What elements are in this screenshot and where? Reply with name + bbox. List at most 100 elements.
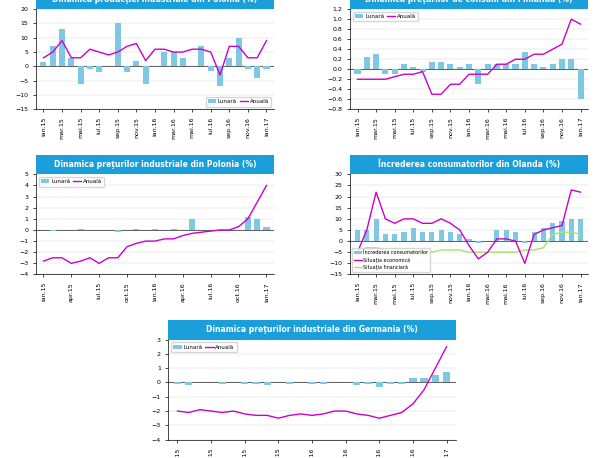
Bar [431, 375, 439, 382]
Bar [353, 382, 361, 385]
Text: Dinamica producţiei industriale din Polonia (%): Dinamica producţiei industriale din Polo… [52, 0, 257, 4]
Bar [438, 62, 444, 69]
Bar [457, 67, 463, 69]
Bar [522, 241, 527, 243]
Bar [383, 234, 388, 241]
Bar [392, 234, 397, 241]
Bar [226, 58, 232, 66]
Legend: Încrederea consumatorilor, Situaţia economică, Situaţia financiară: Încrederea consumatorilor, Situaţia econ… [352, 248, 430, 272]
Bar [189, 219, 195, 230]
Bar [170, 229, 176, 230]
Bar [50, 230, 56, 231]
Bar [245, 66, 251, 69]
Bar [87, 66, 93, 69]
Bar [115, 23, 121, 66]
Bar [559, 221, 565, 241]
Bar [448, 232, 453, 241]
Bar [550, 64, 556, 69]
Bar [170, 52, 176, 66]
Bar [382, 69, 388, 74]
Bar [236, 38, 242, 66]
Bar [96, 66, 102, 72]
Bar [494, 64, 500, 69]
Bar [364, 57, 370, 69]
Bar [59, 29, 65, 66]
Bar [376, 382, 383, 387]
Bar [419, 69, 425, 72]
Bar [398, 382, 406, 384]
Bar [180, 58, 186, 66]
Bar [263, 66, 269, 69]
Bar [568, 59, 574, 69]
Bar [430, 232, 434, 241]
Bar [494, 230, 499, 241]
Bar [512, 64, 518, 69]
Text: Dinamica preţurilor industriale din Polonia (%): Dinamica preţurilor industriale din Polo… [54, 160, 256, 169]
Bar [439, 230, 444, 241]
Bar [448, 64, 454, 69]
Bar [373, 54, 379, 69]
Bar [364, 230, 370, 241]
Bar [40, 62, 46, 66]
Bar [133, 229, 139, 230]
Bar [68, 58, 74, 66]
Bar [124, 66, 130, 72]
Bar [252, 382, 260, 384]
Bar [578, 69, 584, 99]
Bar [364, 382, 372, 384]
Bar [503, 64, 509, 69]
Bar [466, 64, 472, 69]
Legend: Lunară, Anuală: Lunară, Anuală [171, 342, 237, 352]
Bar [320, 382, 327, 384]
Bar [241, 382, 248, 384]
Bar [152, 229, 158, 230]
Bar [185, 382, 193, 385]
Bar [401, 64, 407, 69]
Bar [308, 382, 316, 384]
Bar [387, 382, 394, 384]
Text: Încrederea consumatorilor din Olanda (%): Încrederea consumatorilor din Olanda (%) [378, 160, 560, 169]
Bar [513, 232, 518, 241]
Bar [578, 219, 583, 241]
Bar [355, 230, 360, 241]
Bar [532, 232, 536, 241]
Bar [466, 239, 472, 241]
Bar [208, 66, 214, 71]
Bar [411, 228, 416, 241]
Bar [401, 232, 407, 241]
Bar [420, 232, 425, 241]
Bar [522, 52, 528, 69]
Bar [263, 382, 271, 385]
Bar [410, 67, 416, 69]
Bar [161, 52, 167, 66]
Text: Dinamica preţurilor de consum din Finlanda (%): Dinamica preţurilor de consum din Finlan… [365, 0, 573, 4]
Bar [254, 219, 260, 230]
Text: Dinamica preţurilor industriale din Germania (%): Dinamica preţurilor industriale din Germ… [206, 326, 418, 334]
Bar [541, 228, 546, 241]
Legend: Lunară, Anuală: Lunară, Anuală [353, 12, 418, 22]
Bar [199, 46, 205, 66]
Bar [475, 69, 481, 84]
Bar [374, 219, 379, 241]
Bar [217, 66, 223, 87]
Bar [569, 219, 574, 241]
Bar [550, 224, 555, 241]
Bar [429, 62, 435, 69]
Bar [286, 382, 293, 384]
Bar [133, 60, 139, 66]
Bar [421, 378, 428, 382]
Bar [531, 64, 537, 69]
Bar [443, 372, 450, 382]
Bar [115, 230, 121, 232]
Bar [476, 241, 481, 243]
Bar [263, 227, 269, 230]
Bar [392, 69, 398, 74]
Bar [77, 66, 83, 83]
Bar [559, 59, 565, 69]
Bar [77, 229, 83, 230]
Bar [457, 234, 462, 241]
Bar [541, 67, 547, 69]
Bar [485, 64, 491, 69]
Legend: Lunară, Anuală: Lunară, Anuală [206, 97, 271, 107]
Bar [245, 217, 251, 230]
